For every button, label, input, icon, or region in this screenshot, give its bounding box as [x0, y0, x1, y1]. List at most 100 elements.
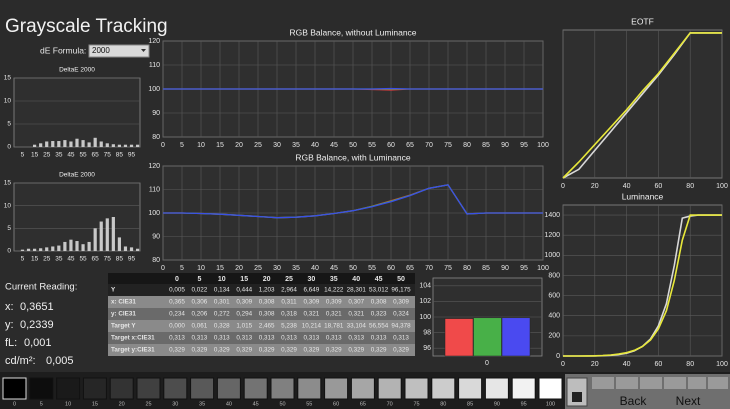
swatch-label[interactable]: 10: [65, 401, 71, 407]
table-cell: 33,104: [347, 323, 367, 330]
gray-swatch[interactable]: [109, 377, 134, 400]
bar: [39, 143, 43, 147]
swatch-label[interactable]: 65: [360, 401, 366, 407]
formula-dropdown[interactable]: [88, 44, 150, 58]
table-cell: 94,378: [391, 323, 411, 330]
y-tick-label: 100: [148, 210, 160, 217]
swatch-label[interactable]: 75: [413, 401, 419, 407]
table-cell: 0,313: [371, 335, 387, 342]
gray-swatch[interactable]: [82, 377, 107, 400]
gray-swatch[interactable]: [243, 377, 268, 400]
table-cell: 0,321: [304, 311, 320, 318]
table-row: [108, 296, 415, 308]
toolbar: [592, 377, 728, 389]
bar: [111, 144, 115, 147]
x-tick-label: 65: [92, 152, 100, 159]
gray-swatch[interactable]: [538, 377, 563, 400]
x-tick-label: 75: [444, 142, 452, 149]
table-row: [108, 344, 415, 356]
table-cell: 0,329: [304, 347, 320, 354]
swatch-label[interactable]: 20: [119, 401, 125, 407]
gray-swatch[interactable]: [324, 377, 349, 400]
swatch-label[interactable]: 45: [253, 401, 259, 407]
gray-swatch[interactable]: [56, 377, 81, 400]
gray-swatch[interactable]: [350, 377, 375, 400]
gray-swatch[interactable]: [136, 377, 161, 400]
gray-swatch[interactable]: [458, 377, 483, 400]
x-tick-label: 60: [387, 142, 395, 149]
x-tick-label: 90: [501, 265, 509, 272]
nav-button[interactable]: Next: [676, 394, 701, 408]
x-tick-label: 10: [197, 265, 205, 272]
x-tick-label: 85: [482, 265, 490, 272]
swatch-label[interactable]: 25: [145, 401, 151, 407]
x-tick-label: 5: [180, 265, 184, 272]
swatch-label[interactable]: 100: [546, 401, 555, 407]
table-cell: 53,012: [369, 287, 389, 294]
y-tick-label: 5: [7, 225, 11, 232]
table-cell: 0,329: [371, 347, 387, 354]
swatch-label[interactable]: 85: [467, 401, 473, 407]
tool-button[interactable]: [708, 377, 728, 389]
x-tick-label: 75: [104, 152, 112, 159]
bar: [87, 241, 91, 251]
gray-swatch[interactable]: [29, 377, 54, 400]
x-tick-label: 40: [623, 183, 631, 190]
swatch-label[interactable]: 0: [13, 401, 16, 407]
x-tick-label: 0: [161, 142, 165, 149]
table-cell: 0,301: [214, 299, 230, 306]
x-tick-label: 15: [31, 152, 39, 159]
chart-title: EOTF: [631, 16, 654, 26]
gray-swatch[interactable]: [377, 377, 402, 400]
formula-value[interactable]: 2000: [92, 46, 110, 55]
gray-swatch[interactable]: [297, 377, 322, 400]
gray-swatch[interactable]: [484, 377, 509, 400]
x-tick-label: 30: [273, 265, 281, 272]
y-tick-label: 600: [548, 292, 560, 299]
swatch-label[interactable]: 40: [226, 401, 232, 407]
swatch-label[interactable]: 30: [172, 401, 178, 407]
gray-swatch[interactable]: [511, 377, 536, 400]
swatch-label[interactable]: 70: [387, 401, 393, 407]
tool-button[interactable]: [592, 377, 614, 389]
gray-swatch[interactable]: [163, 377, 188, 400]
bar: [99, 141, 103, 147]
gray-swatch[interactable]: [270, 377, 295, 400]
series-line: [563, 214, 722, 357]
dropdown-arrow[interactable]: [141, 49, 146, 52]
swatch-label[interactable]: 50: [279, 401, 285, 407]
x-tick-label: 20: [591, 361, 599, 368]
table-cell: 0,313: [236, 335, 252, 342]
y-tick-label: 0: [7, 248, 11, 255]
swatch-label[interactable]: 55: [306, 401, 312, 407]
bar: [501, 317, 531, 357]
swatch-label[interactable]: 90: [494, 401, 500, 407]
swatch-label[interactable]: 5: [40, 401, 43, 407]
table-cell: 0,307: [348, 299, 364, 306]
tool-button[interactable]: [616, 377, 638, 389]
tool-button[interactable]: [664, 377, 686, 389]
tool-button[interactable]: [688, 377, 706, 389]
bar: [20, 249, 25, 251]
column-header: 25: [285, 276, 293, 283]
gray-swatch[interactable]: [190, 377, 215, 400]
chart-title: RGB Balance, without Luminance: [289, 27, 416, 37]
swatch-label[interactable]: 35: [199, 401, 205, 407]
swatch-label[interactable]: 95: [521, 401, 527, 407]
swatch-label[interactable]: 60: [333, 401, 339, 407]
table-cell: 0,324: [393, 311, 409, 318]
gray-swatch[interactable]: [431, 377, 456, 400]
swatch-label[interactable]: 80: [440, 401, 446, 407]
tool-button[interactable]: [640, 377, 662, 389]
swatch-label[interactable]: 15: [92, 401, 98, 407]
gray-swatch[interactable]: [404, 377, 429, 400]
table-cell: 0,313: [192, 335, 208, 342]
bar: [51, 141, 55, 147]
gray-swatch[interactable]: [2, 377, 27, 400]
gray-swatch[interactable]: [216, 377, 241, 400]
nav-button[interactable]: Back: [620, 394, 648, 408]
y-tick-label: 96: [423, 345, 431, 352]
bar: [123, 144, 128, 147]
x-tick-label: 40: [311, 265, 319, 272]
table-cell: 0,309: [326, 299, 342, 306]
